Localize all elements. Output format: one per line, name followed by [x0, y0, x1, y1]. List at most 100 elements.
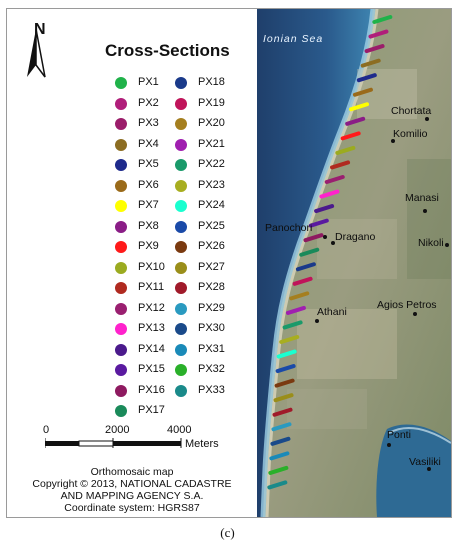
cross-section-marker — [274, 378, 295, 388]
place-label: Manasi — [405, 192, 439, 204]
legend-swatch — [115, 241, 127, 253]
map-figure-panel: N Cross-Sections PX1 PX2 PX3 PX4 PX5 PX6 PX7 PX… — [6, 8, 452, 518]
scale-tick-label: 0 — [43, 424, 50, 436]
legend-label: PX29 — [198, 301, 225, 314]
legend-swatch — [175, 241, 187, 253]
place-label: Athani — [317, 306, 347, 318]
legend-label: PX2 — [138, 96, 159, 109]
cross-section-marker — [360, 58, 381, 68]
cross-section-marker — [299, 247, 320, 257]
place-label: Vasiliki — [409, 456, 441, 468]
legend-swatch — [175, 159, 187, 171]
legend-swatch — [115, 364, 127, 376]
legend-label: PX13 — [138, 322, 165, 334]
legend-label: PX32 — [198, 363, 225, 375]
place-label: Agios Petros — [377, 299, 437, 311]
place-dot — [445, 243, 449, 247]
cross-section-marker — [303, 233, 324, 243]
figure-caption: (c) — [220, 525, 235, 540]
legend-swatch — [115, 200, 127, 212]
legend-label: PX19 — [198, 96, 225, 109]
legend-swatch — [115, 343, 127, 356]
legend-label: PX14 — [138, 342, 165, 355]
legend-label: PX8 — [138, 219, 159, 232]
orthomosaic-map: Ionian Sea Chortata Komilio Manasi Panoc… — [257, 9, 451, 517]
legend-label: PX31 — [198, 342, 225, 355]
legend-label: PX21 — [198, 137, 225, 150]
cross-section-marker — [289, 291, 310, 301]
cross-section-marker — [269, 451, 290, 461]
place-dot — [331, 241, 335, 245]
cross-section-marker — [356, 73, 377, 83]
legend-label: PX5 — [138, 158, 159, 170]
legend-swatch — [115, 138, 127, 151]
cross-section-marker — [364, 44, 385, 54]
place-label: Panochori — [265, 222, 313, 234]
legend-label: PX18 — [198, 76, 225, 88]
legend-label: PX24 — [198, 199, 225, 211]
cross-section-marker — [276, 349, 297, 359]
legend-swatch — [115, 282, 127, 294]
legend-swatch — [175, 343, 187, 356]
legend-label: PX1 — [138, 76, 159, 88]
cross-section-marker — [285, 305, 306, 315]
cross-section-marker — [295, 262, 316, 272]
cross-section-marker — [340, 131, 361, 141]
legend-swatch — [175, 77, 187, 89]
scale-tick-label: 4000 — [167, 424, 192, 436]
map-credits: Orthomosaic map Copyright © 2013, NATION… — [7, 466, 257, 514]
cross-section-marker — [314, 204, 335, 214]
cross-section-marker — [270, 436, 291, 446]
legend-swatch — [115, 179, 127, 192]
legend-label: PX26 — [198, 240, 225, 252]
scale-bar-graphic — [45, 438, 182, 448]
cross-section-marker — [324, 175, 345, 184]
credits-line: AND MAPPING AGENCY S.A. — [60, 490, 204, 502]
legend-swatch — [115, 97, 127, 110]
legend-label: PX9 — [138, 240, 159, 252]
cross-section-marker — [282, 320, 303, 330]
legend-swatch — [115, 159, 127, 171]
legend-label: PX3 — [138, 117, 159, 129]
cross-section-marker — [372, 15, 393, 24]
cross-section-marker — [345, 116, 366, 126]
cross-section-marker — [292, 276, 313, 286]
cross-section-marker — [308, 218, 329, 228]
place-dot — [323, 235, 327, 239]
legend-swatch — [175, 138, 187, 151]
cross-section-marker — [271, 422, 292, 432]
cross-section-marker — [352, 87, 373, 97]
place-dot — [387, 443, 391, 447]
cross-section-marker — [268, 465, 289, 475]
legend-swatch — [115, 220, 127, 233]
legend-label: PX27 — [198, 260, 225, 273]
legend-label: PX10 — [138, 260, 165, 273]
cross-section-marker — [272, 407, 293, 417]
legend-swatch — [115, 405, 127, 417]
place-dot — [423, 209, 427, 213]
legend-swatch — [115, 302, 127, 315]
place-dot — [391, 139, 395, 143]
place-label: Ponti — [387, 429, 411, 441]
legend-label: PX20 — [198, 117, 225, 129]
satellite-image — [257, 9, 451, 517]
legend-swatch — [115, 323, 127, 335]
cross-section-marker — [349, 102, 370, 112]
legend-swatch — [175, 282, 187, 294]
legend-label: PX30 — [198, 322, 225, 334]
legend-label: PX4 — [138, 137, 159, 150]
legend-swatch — [115, 118, 127, 130]
scale-units: Meters — [185, 438, 219, 450]
legend-label: PX16 — [138, 383, 165, 396]
legend-label: PX23 — [198, 178, 225, 191]
legend-label: PX17 — [138, 404, 165, 416]
legend-label: PX7 — [138, 199, 159, 211]
north-label: N — [34, 21, 46, 38]
north-arrow-icon — [27, 28, 46, 78]
place-dot — [425, 117, 429, 121]
place-dot — [427, 467, 431, 471]
place-dot — [315, 319, 319, 323]
legend-swatch — [115, 77, 127, 89]
sea-label: Ionian Sea — [263, 33, 324, 45]
legend-swatch — [175, 364, 187, 376]
